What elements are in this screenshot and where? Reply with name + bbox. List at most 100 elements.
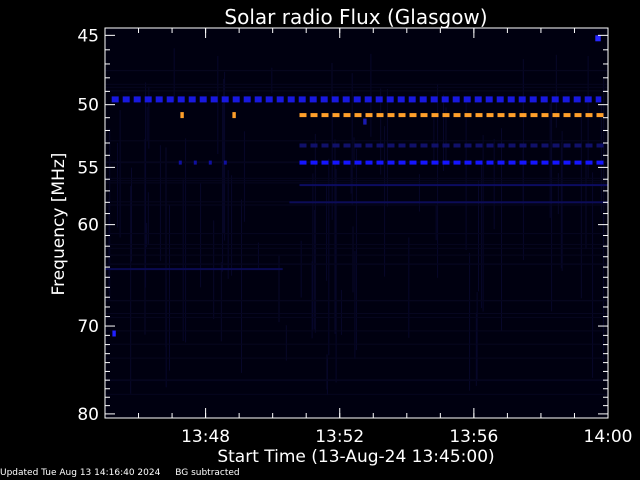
feature-blue-dashed-54-6-mhz xyxy=(299,160,307,165)
x-tick-label: 13:48 xyxy=(181,427,230,447)
feature-orange-dashed-50-8-mhz xyxy=(596,113,604,118)
feature-dashed-line-49-5-mhz xyxy=(287,96,295,103)
feature-orange-dashed-50-8-mhz xyxy=(486,113,494,118)
noise-row xyxy=(105,343,608,345)
feature-blue-dashed-54-6-mhz xyxy=(354,160,362,165)
x-axis: 13:48 13:52 13:56 14:00 xyxy=(138,28,633,447)
feature-orange-dashed-50-8-mhz xyxy=(354,113,362,118)
feature-orange-dashed-50-8-mhz xyxy=(299,113,307,118)
feature-dashed-line-49-5-mhz xyxy=(595,96,602,103)
noise-streak xyxy=(223,78,225,234)
feature-blue-dashed-54-6-mhz xyxy=(585,160,593,165)
plot-frame xyxy=(104,27,609,419)
feature-blue-band-53-2-mhz xyxy=(442,143,450,148)
noise-row xyxy=(105,300,608,302)
noise-streak xyxy=(109,128,111,300)
noise-streak xyxy=(580,117,582,299)
feature-blue-dashed-54-6-mhz xyxy=(442,160,450,165)
noise-streak xyxy=(108,199,110,292)
noise-row xyxy=(105,330,608,332)
feature-blue-band-53-2-mhz xyxy=(574,143,582,148)
feature-blue-dashed-54-6-mhz xyxy=(409,160,417,165)
feature-dashed-line-49-5-mhz xyxy=(375,96,383,103)
feature-blue-band-53-2-mhz xyxy=(541,143,549,148)
noise-row xyxy=(105,316,608,318)
y-tick-label: 55 xyxy=(77,158,99,178)
feature-blue-dashed-54-6-mhz xyxy=(420,160,428,165)
feature-orange-dashed-50-8-mhz xyxy=(574,113,582,118)
feature-dashed-line-49-5-mhz xyxy=(364,96,372,103)
feature-blue-band-53-2-mhz xyxy=(310,143,318,148)
feature-blue-dashed-54-6-mhz xyxy=(519,160,527,165)
feature-orange-dashed-50-8-mhz xyxy=(464,113,472,118)
y-tick-label: 50 xyxy=(77,96,99,116)
feature-orange-dashed-50-8-mhz xyxy=(442,113,450,118)
noise-streak xyxy=(445,107,447,161)
feature-blue-dashed-54-6-mhz xyxy=(464,160,472,165)
feature-orange-dashed-50-8-mhz xyxy=(497,113,505,118)
noise-streak xyxy=(300,240,302,298)
feature-dashed-line-49-5-mhz xyxy=(144,96,152,103)
noise-streak xyxy=(326,185,328,281)
feature-blue-spot-70-8-mhz xyxy=(112,330,116,337)
feature-dashed-line-49-5-mhz xyxy=(265,96,273,103)
noise-streak xyxy=(271,67,273,94)
feature-blue-dashed-54-6-mhz xyxy=(376,160,384,165)
noise-streak xyxy=(169,204,170,371)
feature-blue-band-53-2-mhz xyxy=(497,143,505,148)
feature-dashed-line-49-5-mhz xyxy=(166,96,174,103)
feature-dashed-line-49-5-mhz xyxy=(496,96,504,103)
noise-streak xyxy=(443,94,444,171)
feature-blue-dashed-54-6-mhz xyxy=(552,160,560,165)
feature-dashed-line-49-5-mhz xyxy=(452,96,460,103)
feature-blue-band-53-2-mhz xyxy=(519,143,527,148)
feature-orange-dashed-50-8-mhz xyxy=(563,113,571,118)
noise-streak xyxy=(493,138,495,230)
feature-dashed-line-49-5-mhz xyxy=(397,96,405,103)
feature-blue-band-53-2-mhz xyxy=(332,143,340,148)
noise-row xyxy=(105,254,608,256)
noise-streak xyxy=(600,104,602,214)
feature-dashed-line-49-5-mhz xyxy=(540,96,548,103)
feature-dashed-line-49-5-mhz xyxy=(419,96,427,103)
feature-blue-band-64-2-mhz xyxy=(105,268,283,271)
feature-blue-band-53-2-mhz xyxy=(321,143,329,148)
chart-title: Solar radio Flux (Glasgow) xyxy=(224,5,487,29)
feature-blue-band-53-2-mhz xyxy=(398,143,406,148)
noise-streak xyxy=(551,101,553,312)
feature-dashed-line-49-5-mhz xyxy=(485,96,493,103)
noise-row xyxy=(105,247,608,249)
feature-blue-band-53-2-mhz xyxy=(486,143,494,148)
feature-dashed-line-49-5-mhz xyxy=(254,96,262,103)
noise-streak xyxy=(353,137,355,168)
feature-blue-dashed-54-6-mhz xyxy=(310,160,318,165)
feature-blue-band-53-2-mhz xyxy=(530,143,538,148)
feature-blue-band-53-2-mhz xyxy=(365,143,373,148)
feature-blue-dashed-54-6-mhz xyxy=(508,160,516,165)
noise-streak xyxy=(557,173,559,215)
noise-streak xyxy=(549,103,551,218)
y-tick-label: 70 xyxy=(77,317,99,337)
noise-streak xyxy=(352,226,354,293)
feature-blue-band-53-2-mhz xyxy=(563,143,571,148)
y-tick-label: 60 xyxy=(77,216,99,236)
noise-streak xyxy=(561,131,563,271)
feature-blue-dashed-54-6-mhz xyxy=(475,160,483,165)
feature-dashed-line-49-5-mhz xyxy=(320,96,328,103)
feature-dashed-line-49-5-mhz xyxy=(507,96,515,103)
noise-streak xyxy=(380,88,382,175)
noise-row xyxy=(105,69,608,71)
feature-blue-dashed-54-6-mhz xyxy=(398,160,406,165)
noise-streak xyxy=(314,210,316,330)
feature-blue-dashed-54-6-mhz xyxy=(387,160,395,165)
noise-streak xyxy=(476,292,478,380)
noise-streak xyxy=(222,103,224,272)
feature-blue-dashed-54-6-mhz xyxy=(563,160,571,165)
noise-streak xyxy=(147,192,149,245)
noise-streak xyxy=(224,71,226,241)
feature-dashed-line-49-5-mhz xyxy=(331,96,339,103)
feature-orange-dashed-50-8-mhz xyxy=(541,113,549,118)
feature-blue-dashed-54-6-mhz xyxy=(343,160,351,165)
feature-orange-dashed-50-8-mhz xyxy=(508,113,516,118)
